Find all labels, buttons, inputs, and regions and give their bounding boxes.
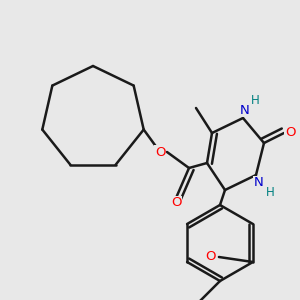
Text: H: H — [266, 187, 274, 200]
Text: O: O — [206, 250, 216, 263]
Text: H: H — [250, 94, 260, 106]
Text: O: O — [171, 196, 181, 209]
Text: O: O — [285, 127, 295, 140]
Text: O: O — [155, 146, 165, 158]
Text: N: N — [254, 176, 264, 190]
Text: N: N — [240, 103, 250, 116]
